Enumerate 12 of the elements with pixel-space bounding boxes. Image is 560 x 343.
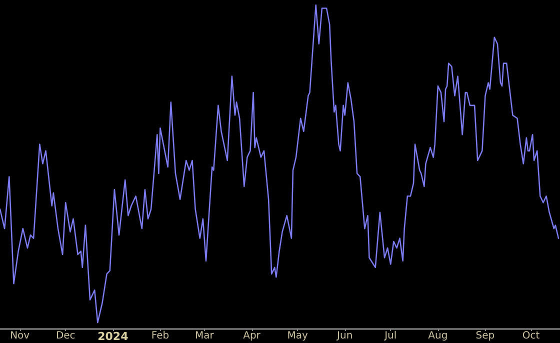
x-tick-label: Sep	[476, 330, 495, 342]
x-tick-label: Jul	[384, 330, 397, 342]
x-tick-label: May	[287, 330, 308, 342]
x-tick-label: Dec	[56, 330, 76, 342]
x-tick-label: Feb	[151, 330, 170, 342]
x-tick-label: 2024	[98, 330, 129, 343]
x-tick-label: Apr	[243, 330, 262, 342]
x-tick-label: Aug	[428, 330, 448, 342]
x-tick-label: Jun	[336, 330, 353, 342]
x-tick-label: Mar	[195, 330, 215, 342]
x-tick-label: Nov	[10, 330, 30, 342]
x-tick-label: Oct	[522, 330, 540, 342]
